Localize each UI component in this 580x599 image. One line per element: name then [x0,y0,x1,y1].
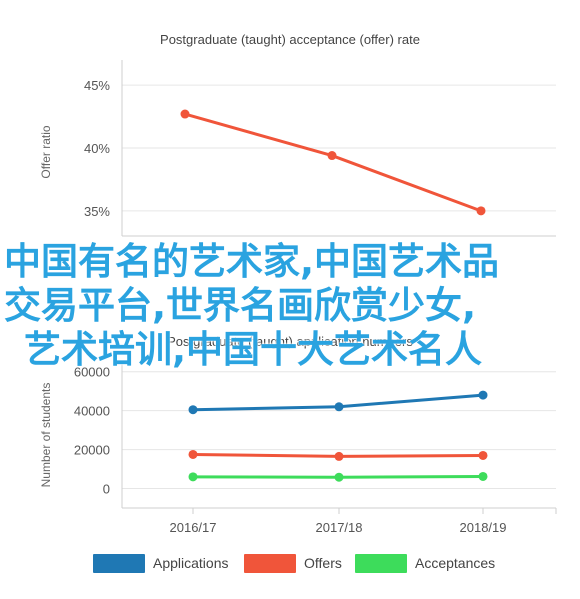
legend-item-applications[interactable]: Applications [93,551,229,575]
legend-label-applications: Applications [153,555,229,571]
legend-item-acceptances[interactable]: Acceptances [355,551,495,575]
legend-label-acceptances: Acceptances [415,555,496,571]
chart-2-y-tick-label: 40000 [74,404,110,419]
chart-2-offers-point [188,449,198,459]
overlay-line-3: 艺术培训,中国十大艺术名人 [24,328,483,371]
legend-swatch-offers [244,553,296,573]
chart-2-offers-point [334,451,344,461]
chart-2-applications-point [188,405,198,415]
overlay-line-1: 中国有名的艺术家,中国艺术品 [4,240,500,283]
chart-1-series-point [180,109,190,119]
chart-1-y-tick-label: 35% [84,204,110,219]
chart-2-title: Postgraduate (taught) application number… [167,334,413,349]
legend-swatch-acceptances [355,553,407,573]
chart-2-y-tick-label: 20000 [74,443,110,458]
chart-1-series-point [476,206,486,216]
chart-2-legend: Applications Offers Acceptances [0,551,580,575]
chart-2-applications-point [334,402,344,412]
chart-2-x-tick-label: 2018/19 [460,520,507,535]
chart-2-y-axis-label: Number of students [39,383,53,488]
chart-2-applications-point [478,390,488,400]
chart-2-y-tick-label: 0 [103,482,110,497]
chart-1-y-tick-label: 45% [84,78,110,93]
legend-item-offers[interactable]: Offers [244,551,342,575]
legend-label-offers: Offers [304,555,342,571]
chart-1-y-tick-label: 40% [84,141,110,156]
chart-1-y-axis-label: Offer ratio [39,125,53,178]
chart-2-offers-point [478,450,488,460]
chart-1-title: Postgraduate (taught) acceptance (offer)… [160,32,420,47]
chart-1-series-point [327,151,337,161]
chart-2-acceptances-point [478,471,488,481]
chart-2-x-tick-label: 2016/17 [170,520,217,535]
overlay-line-2: 交易平台,世界名画欣赏少女, [4,284,477,327]
chart-2-x-tick-label: 2017/18 [316,520,363,535]
overlay-banner: 中国有名的艺术家,中国艺术品 交易平台,世界名画欣赏少女, 艺术培训,中国十大艺… [0,240,580,372]
chart-2-acceptances-point [334,472,344,482]
legend-swatch-applications [93,553,145,573]
chart-1-series-line [184,112,482,213]
chart-2-y-tick-label: 60000 [74,365,110,380]
chart-2-acceptances-point [188,472,198,482]
